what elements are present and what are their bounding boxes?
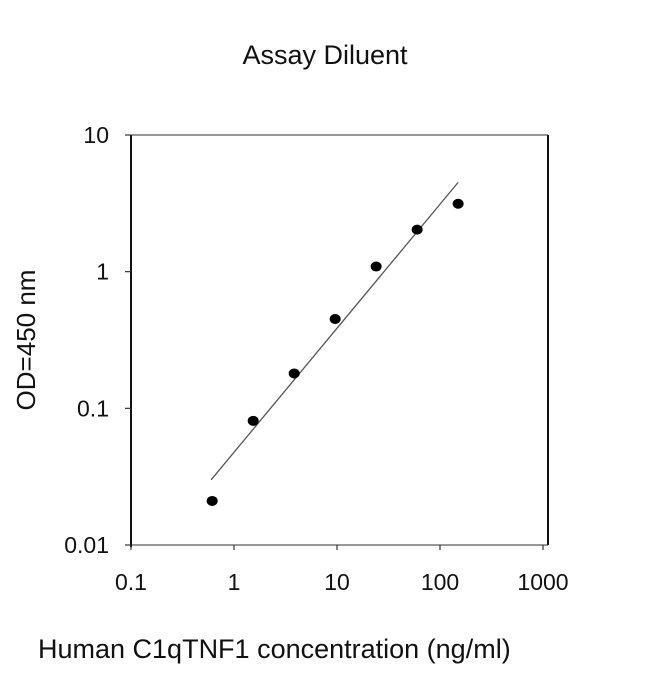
data-point [452, 198, 464, 209]
data-point [411, 224, 423, 235]
y-tick-label: 0.01 [64, 532, 109, 558]
data-point [247, 415, 259, 426]
data-point [206, 495, 218, 506]
x-tick-label: 100 [421, 569, 459, 595]
data-points [206, 198, 464, 506]
data-point [370, 261, 382, 272]
chart-title: Assay Diluent [242, 40, 408, 70]
data-point [288, 368, 300, 379]
y-tick-label: 1 [96, 259, 109, 285]
y-tick-label: 0.1 [77, 395, 109, 421]
x-tick-label: 1000 [517, 569, 568, 595]
plot-frame [130, 134, 549, 547]
y-tick-label: 10 [83, 122, 109, 148]
x-tick-label: 10 [324, 569, 350, 595]
x-axis-label: Human C1qTNF1 concentration (ng/ml) [38, 634, 511, 664]
x-tick-label: 1 [228, 569, 241, 595]
x-tick-label: 0.1 [115, 569, 147, 595]
data-point [329, 314, 341, 325]
